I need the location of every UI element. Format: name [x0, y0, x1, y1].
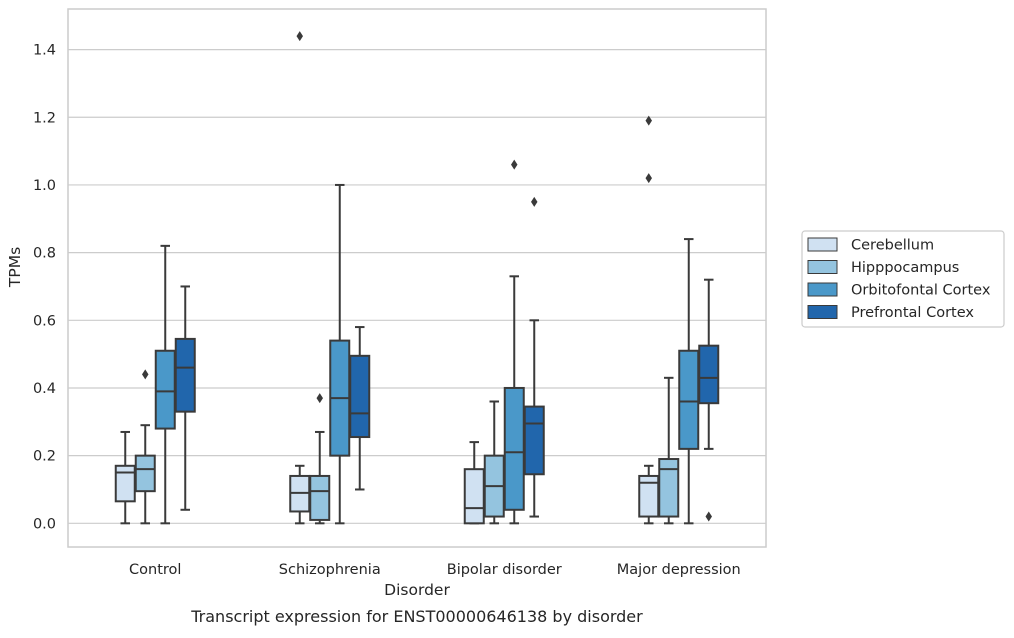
- box: [658, 458, 680, 518]
- plot-frame: [67, 8, 767, 548]
- y-tick-label: 0.0: [33, 516, 56, 532]
- y-tick-label: 1.4: [33, 43, 56, 59]
- legend-label: Prefrontal Cortex: [851, 305, 974, 321]
- legend-swatch: [807, 282, 838, 297]
- box-cerebellum: [463, 441, 485, 525]
- legend-swatch: [807, 260, 838, 274]
- outlier-point: [296, 31, 303, 42]
- box-prefrontal-cortex: [349, 326, 371, 491]
- y-tick-label: 0.6: [33, 313, 56, 329]
- outlier-point: [705, 511, 712, 522]
- box-hipppocampus: [658, 376, 680, 525]
- box-orbitofontal-cortex: [154, 244, 176, 525]
- box-layer: [114, 31, 720, 525]
- box: [523, 405, 545, 476]
- box-hipppocampus: [483, 400, 505, 525]
- outlier-point: [531, 196, 538, 207]
- box: [349, 354, 371, 439]
- legend-swatch: [807, 237, 838, 252]
- box-orbitofontal-cortex: [503, 159, 525, 525]
- y-tick-labels: 0.0 0.2 0.4 0.6 0.8 1.0 1.2 1.4: [33, 43, 56, 533]
- grid-layer: [68, 49, 766, 524]
- legend-label: Cerebellum: [851, 238, 934, 254]
- box: [154, 349, 176, 430]
- outlier-point: [316, 393, 323, 404]
- legend-label: Orbitofontal Cortex: [851, 283, 991, 299]
- box-cerebellum: [289, 31, 311, 525]
- chart-caption: Transcript expression for ENST0000064613…: [190, 607, 643, 626]
- box: [463, 468, 485, 525]
- box-prefrontal-cortex: [174, 285, 196, 511]
- box: [309, 474, 331, 521]
- box: [174, 337, 196, 413]
- outlier-point: [645, 173, 652, 184]
- box: [503, 386, 525, 511]
- outlier-point: [142, 369, 149, 380]
- box-cerebellum: [638, 115, 660, 525]
- box: [134, 454, 156, 493]
- box-hipppocampus: [134, 369, 156, 525]
- box: [698, 344, 720, 405]
- x-tick-label: Schizophrenia: [279, 562, 381, 578]
- legend-label: Hipppocampus: [851, 260, 959, 276]
- box-orbitofontal-cortex: [329, 183, 351, 525]
- box-cerebellum: [114, 430, 136, 525]
- legend: Cerebellum Hipppocampus Orbitofontal Corte…: [801, 230, 1005, 328]
- y-axis-label: TPMs: [6, 247, 24, 288]
- legend-swatch: [807, 305, 838, 319]
- x-tick-labels: Control Schizophrenia Bipolar disorder Majo…: [129, 562, 741, 578]
- x-tick-label: Control: [129, 562, 181, 578]
- x-axis-label: Disorder: [384, 581, 450, 599]
- box: [114, 464, 136, 503]
- legend-frame: [801, 230, 1005, 328]
- outlier-point: [645, 115, 652, 126]
- y-tick-label: 0.2: [33, 449, 56, 465]
- box: [678, 349, 700, 450]
- outlier-point: [511, 159, 518, 170]
- y-tick-label: 0.8: [33, 246, 56, 262]
- box-hipppocampus: [309, 393, 331, 525]
- box-prefrontal-cortex: [523, 196, 545, 518]
- y-tick-label: 1.0: [33, 178, 56, 194]
- box-prefrontal-cortex: [698, 278, 720, 522]
- box-orbitofontal-cortex: [678, 238, 700, 525]
- x-tick-label: Major depression: [617, 562, 741, 578]
- y-tick-label: 0.4: [33, 381, 56, 397]
- x-tick-label: Bipolar disorder: [447, 562, 562, 578]
- y-tick-label: 1.2: [33, 110, 56, 126]
